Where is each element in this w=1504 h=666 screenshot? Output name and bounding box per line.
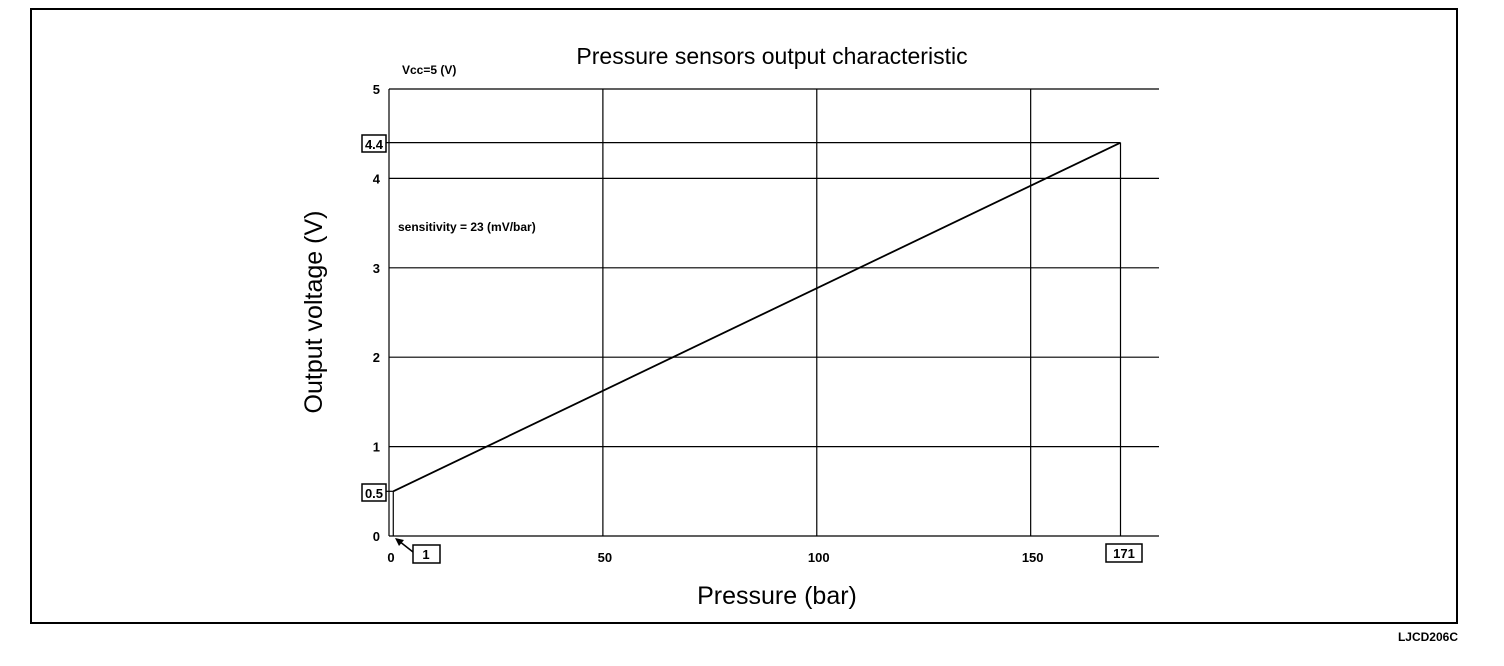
y-tick-label-2: 2 <box>373 350 380 365</box>
y-tick-label-0: 0 <box>373 529 380 544</box>
vcc-annotation: Vcc=5 (V) <box>402 63 456 77</box>
marker-label-voltage-high: 4.4 <box>365 137 384 152</box>
marker-box-voltage-low: 0.5 <box>361 483 387 502</box>
chart-title: Pressure sensors output characteristic <box>576 43 967 69</box>
sensitivity-annotation: sensitivity = 23 (mV/bar) <box>398 220 536 234</box>
data-series <box>386 141 1122 536</box>
x-tick-label-50: 50 <box>598 550 612 565</box>
y-tick-label-1: 1 <box>373 440 380 455</box>
y-axis-label: Output voltage (V) <box>300 211 328 414</box>
marker-label-voltage-low: 0.5 <box>365 486 383 501</box>
x-tick-label-0: 0 <box>387 550 394 565</box>
series-line-0 <box>392 141 1121 493</box>
figure-code: LJCD206C <box>1398 630 1458 644</box>
marker-label-pressure-high: 171 <box>1113 546 1135 561</box>
grid-lines <box>388 88 1159 537</box>
y-tick-label-3: 3 <box>373 261 380 276</box>
outer-frame <box>30 8 1458 624</box>
marker-box-pressure-low: 1 <box>412 544 441 564</box>
y-tick-label-5: 5 <box>373 82 380 97</box>
marker-label-pressure-low: 1 <box>422 547 429 562</box>
x-axis-label: Pressure (bar) <box>697 582 857 610</box>
y-tick-label-4: 4 <box>373 171 381 186</box>
x-tick-label-100: 100 <box>808 550 830 565</box>
pressure-low-arrow <box>395 538 414 553</box>
marker-box-voltage-high: 4.4 <box>361 134 387 153</box>
x-tick-label-150: 150 <box>1022 550 1044 565</box>
marker-box-pressure-high: 171 <box>1105 543 1143 563</box>
